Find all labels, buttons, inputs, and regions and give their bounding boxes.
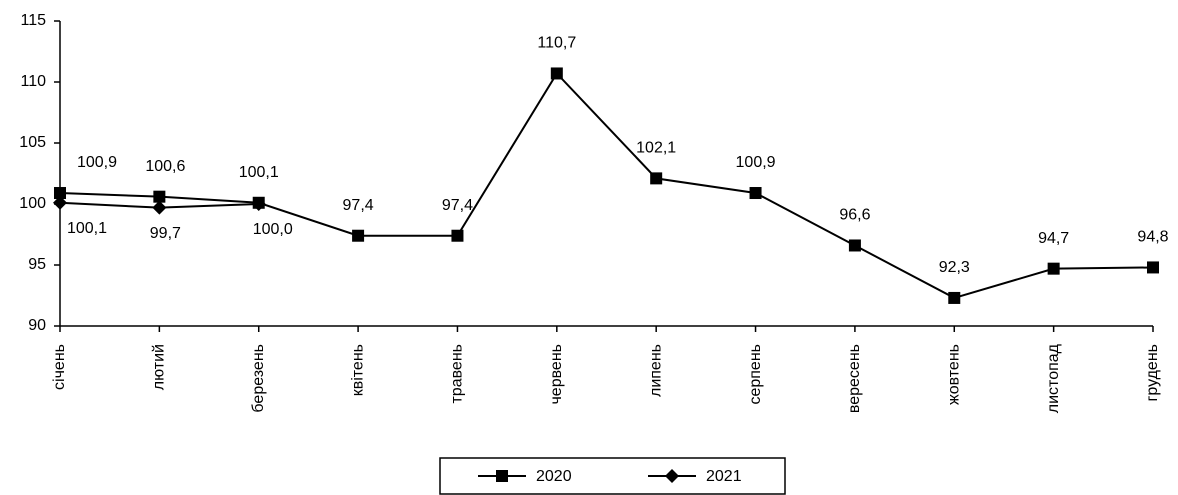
marker <box>848 239 861 252</box>
data-label: 100,9 <box>736 154 776 171</box>
data-label: 97,4 <box>442 197 473 214</box>
marker <box>650 172 663 185</box>
marker <box>550 67 563 80</box>
data-label: 110,7 <box>537 35 576 52</box>
x-tick-label: березень <box>250 344 267 413</box>
marker <box>251 197 266 211</box>
legend-label: 2021 <box>706 468 742 485</box>
legend-label: 2020 <box>536 468 572 485</box>
data-label: 100,1 <box>239 164 279 181</box>
marker <box>153 190 166 203</box>
marker <box>1147 261 1159 274</box>
marker <box>948 291 961 304</box>
y-tick-label: 115 <box>20 12 46 29</box>
x-tick-label: грудень <box>1144 344 1161 401</box>
legend-marker <box>496 470 508 482</box>
marker <box>54 187 66 200</box>
data-label: 96,6 <box>839 207 870 224</box>
x-tick-label: червень <box>548 344 565 405</box>
y-tick-label: 95 <box>28 256 46 273</box>
x-tick-label: листопад <box>1045 343 1062 413</box>
marker <box>352 229 365 242</box>
data-label: 100,6 <box>145 158 185 175</box>
data-label: 94,7 <box>1038 230 1069 247</box>
data-label: 92,3 <box>939 259 970 276</box>
marker <box>749 187 762 200</box>
data-label: 100,1 <box>67 220 107 237</box>
marker <box>1047 262 1060 275</box>
data-label: 99,7 <box>150 225 181 242</box>
y-tick-label: 110 <box>20 73 46 90</box>
x-tick-label: жовтень <box>945 344 962 405</box>
data-label: 100,0 <box>253 221 293 238</box>
y-tick-label: 90 <box>28 317 46 334</box>
data-label: 97,4 <box>343 197 374 214</box>
x-tick-label: липень <box>647 344 664 397</box>
legend-marker <box>665 469 679 483</box>
data-label: 100,9 <box>77 154 117 171</box>
marker <box>451 229 464 242</box>
x-tick-label: січень <box>51 344 68 390</box>
data-label: 102,1 <box>636 140 676 157</box>
series-line <box>59 71 1154 300</box>
x-tick-label: лютий <box>151 344 168 390</box>
data-label: 94,8 <box>1137 229 1168 246</box>
marker <box>152 200 167 215</box>
x-tick-label: квітень <box>349 344 366 396</box>
marker <box>53 195 67 210</box>
x-tick-label: серпень <box>747 344 764 405</box>
x-tick-label: травень <box>449 344 466 404</box>
x-tick-label: вересень <box>846 344 863 413</box>
y-tick-label: 100 <box>19 195 46 212</box>
y-tick-label: 105 <box>19 134 46 151</box>
